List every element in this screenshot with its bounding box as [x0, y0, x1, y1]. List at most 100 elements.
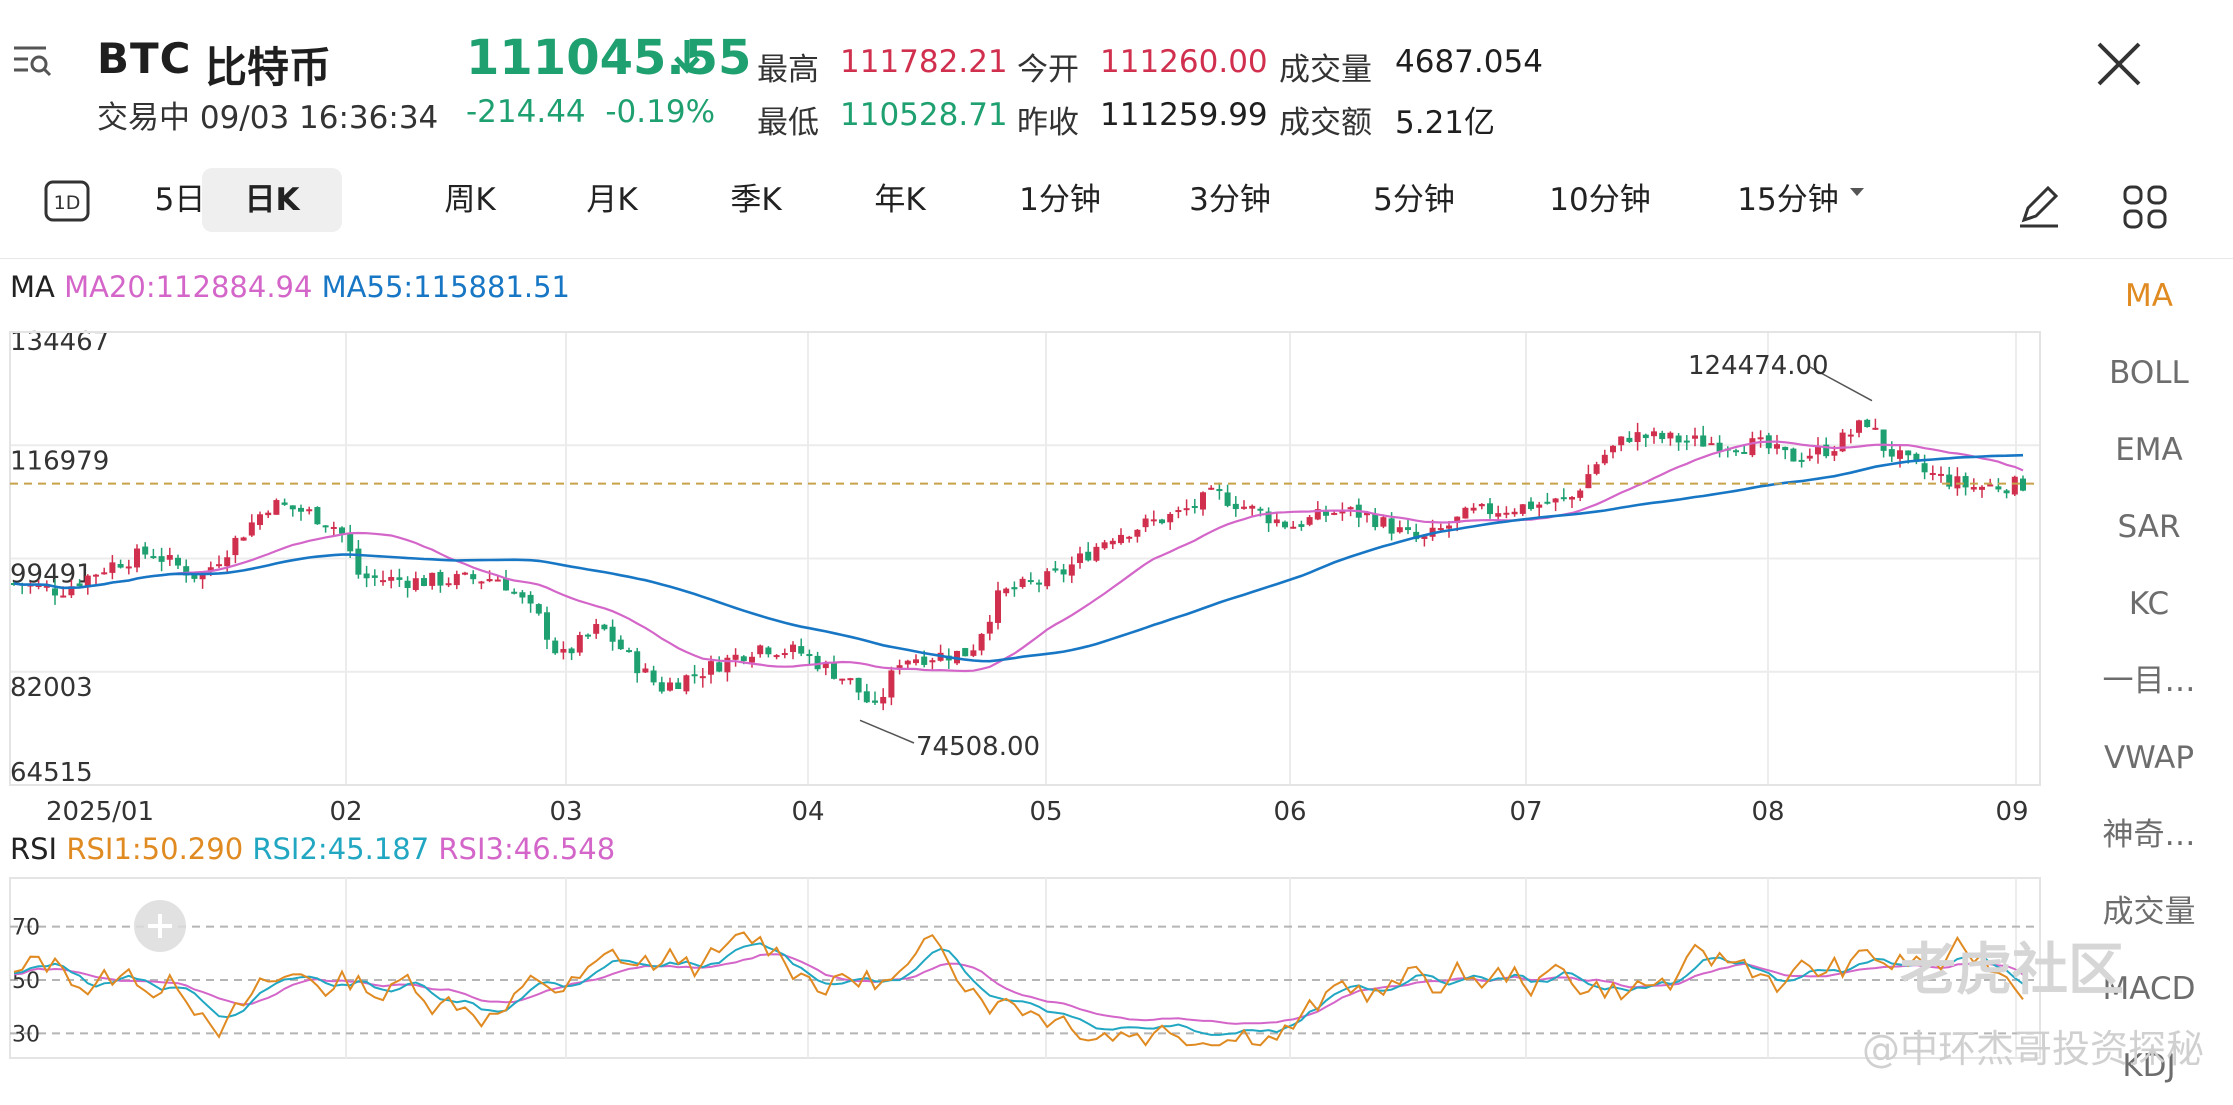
open-label: 今开: [1017, 52, 1079, 88]
candle-body: [1314, 509, 1321, 520]
ma55-line: [13, 453, 2024, 663]
candle-body: [1159, 519, 1165, 524]
tab-8[interactable]: 3分钟: [1189, 182, 1271, 218]
candle-body: [306, 509, 313, 512]
sidebar-item-9[interactable]: 成交量: [2102, 894, 2196, 930]
candle-body: [363, 573, 370, 579]
candle-body: [125, 566, 132, 569]
sidebar-item-8[interactable]: 神奇…: [2102, 817, 2196, 853]
candle-body: [1782, 446, 1789, 451]
candle-body: [1856, 420, 1862, 433]
candle-body: [1987, 484, 1994, 487]
tab-7[interactable]: 1分钟: [1019, 182, 1101, 218]
sidebar-item-6[interactable]: 一目…: [2102, 663, 2196, 699]
candle-body: [806, 654, 813, 657]
sidebar-item-3[interactable]: EMA: [2115, 432, 2183, 468]
y-tick-label: 82003: [10, 673, 93, 703]
author-watermark: @中环杰哥投资探秘: [1862, 1027, 2205, 1071]
candle-body: [470, 574, 477, 580]
candle-body: [1651, 431, 1657, 437]
candle-body: [568, 648, 575, 654]
sidebar-item-2[interactable]: BOLL: [2109, 355, 2189, 391]
candle-body: [1388, 518, 1395, 534]
candle-body: [347, 533, 354, 552]
candle-body: [232, 537, 239, 556]
tab-3[interactable]: 周K: [444, 182, 496, 218]
candle-body: [1126, 536, 1133, 539]
tab-2[interactable]: 日K: [202, 168, 342, 232]
candle-body: [749, 656, 755, 663]
candle-body: [117, 564, 124, 568]
candle-body: [1552, 498, 1559, 503]
candle-body: [757, 645, 764, 655]
tab-9[interactable]: 5分钟: [1373, 182, 1455, 218]
candle-body: [1093, 546, 1100, 561]
candle-body: [1716, 442, 1723, 452]
candle-body: [1897, 450, 1903, 459]
candle-body: [1626, 437, 1633, 442]
candle-body: [298, 507, 304, 512]
down-arrow-icon: [672, 36, 702, 86]
candle-body: [1011, 587, 1018, 590]
candle-body: [1659, 432, 1666, 440]
candle-body: [224, 557, 231, 567]
x-tick-label: 05: [1029, 797, 1062, 827]
close-icon[interactable]: [2093, 38, 2145, 90]
price-change: -214.44 -0.19%: [466, 94, 716, 130]
sidebar-item-4[interactable]: SAR: [2117, 509, 2181, 545]
toolbar-divider: [0, 258, 2233, 259]
candle-body: [986, 621, 993, 634]
menu-search-icon[interactable]: [12, 40, 52, 80]
sidebar-item-7[interactable]: VWAP: [2103, 740, 2195, 776]
candle-body: [1741, 451, 1748, 454]
tab-6[interactable]: 年K: [874, 182, 926, 218]
candle-body: [1946, 474, 1953, 487]
sidebar-item-10[interactable]: MACD: [2102, 971, 2196, 1007]
candle-body: [527, 594, 534, 604]
candle-body: [822, 662, 829, 669]
candle-body: [371, 575, 378, 578]
sidebar-item-1[interactable]: MA: [2125, 278, 2173, 314]
candle-body: [1798, 459, 1805, 462]
candle-body: [1618, 436, 1625, 446]
x-tick-label: 08: [1751, 797, 1784, 827]
candle-body: [257, 514, 263, 526]
asset-name: 比特币: [205, 43, 332, 92]
candle-body: [1265, 511, 1272, 524]
sidebar-item-11[interactable]: KDJ: [2122, 1048, 2176, 1084]
tab-11[interactable]: 15分钟: [1737, 182, 1839, 218]
candle-body: [1774, 444, 1780, 449]
tab-10[interactable]: 10分钟: [1549, 182, 1651, 218]
1d-icon[interactable]: 1D: [44, 180, 90, 222]
candle-body: [1839, 432, 1846, 452]
candle-body: [1872, 427, 1879, 430]
candle-body: [248, 522, 255, 536]
sidebar-item-5[interactable]: KC: [2128, 586, 2170, 622]
tab-1[interactable]: 5日: [154, 182, 206, 218]
tab-dropdown-chevron-icon[interactable]: [1848, 184, 1866, 203]
candle-body: [1815, 446, 1821, 455]
candle-body: [158, 556, 165, 562]
candle-body: [831, 662, 837, 679]
candle-body: [183, 566, 190, 576]
candle-body: [1954, 476, 1961, 489]
tab-4[interactable]: 月K: [586, 182, 638, 218]
candle-body: [626, 650, 632, 653]
zoom-plus-icon[interactable]: [134, 900, 186, 952]
candle-body: [642, 668, 649, 673]
candle-body: [52, 588, 58, 596]
candle-body: [216, 564, 222, 567]
candle-body: [150, 556, 157, 559]
candle-body: [1191, 505, 1198, 508]
candle-body: [839, 678, 846, 681]
tab-5[interactable]: 季K: [730, 182, 782, 218]
low-value: 110528.71: [840, 97, 1008, 133]
candle-body: [1405, 527, 1411, 531]
candle-body: [1339, 510, 1346, 514]
high-value: 111782.21: [840, 44, 1008, 80]
grid-icon[interactable]: [2122, 184, 2168, 234]
candle-body: [462, 572, 468, 575]
pencil-icon[interactable]: [2016, 182, 2062, 234]
